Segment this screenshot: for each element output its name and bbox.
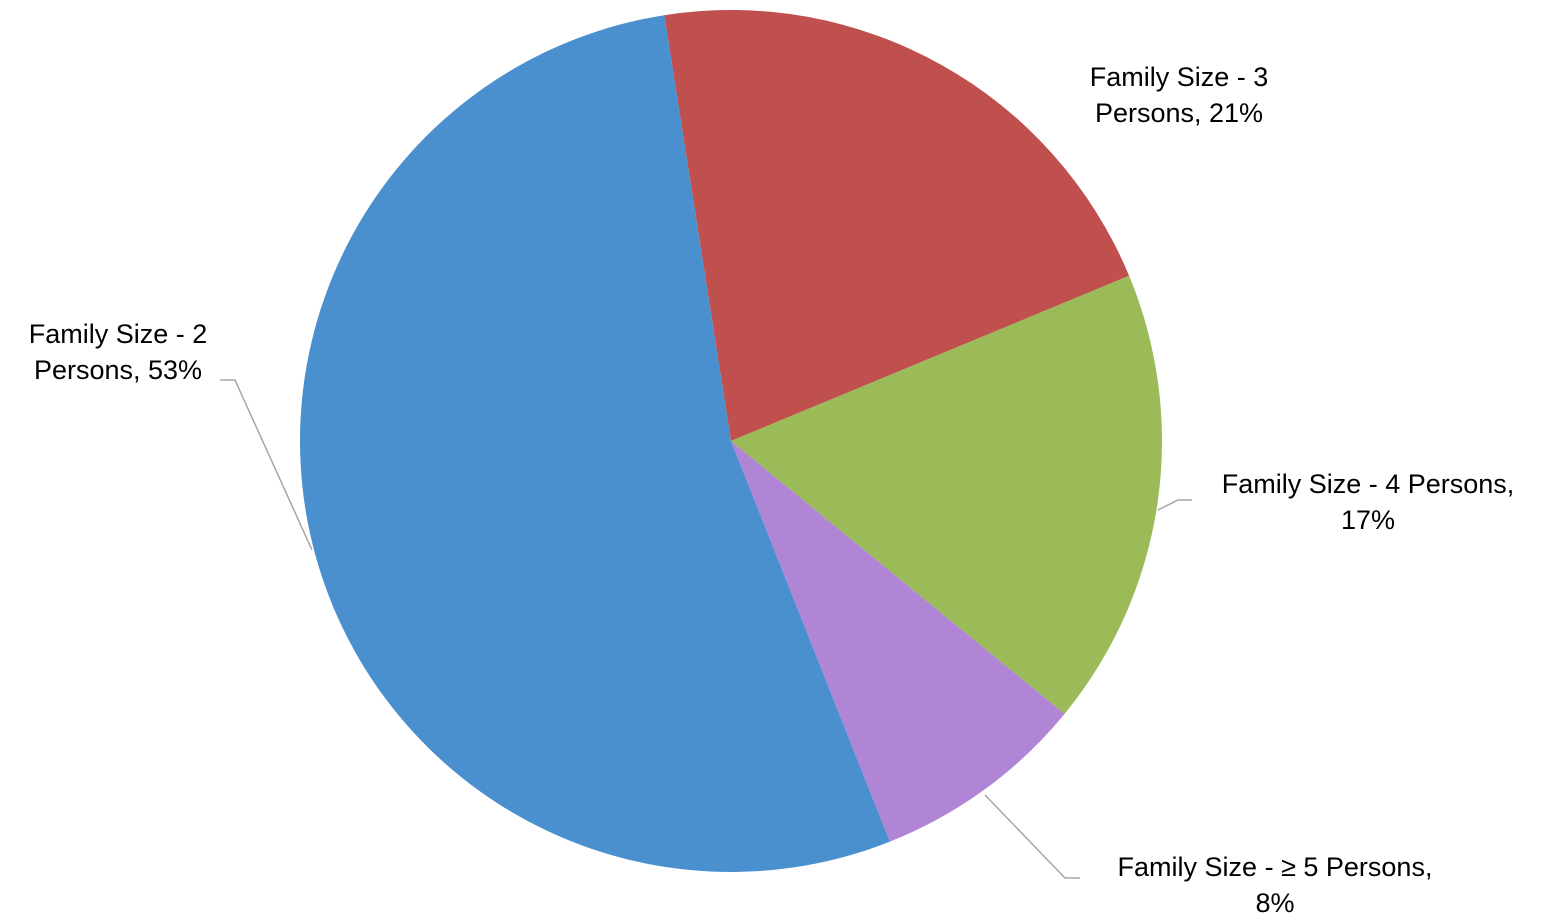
data-label-2: Family Size - 4 Persons, 17%: [1222, 469, 1515, 535]
data-label-line: Persons, 21%: [1095, 98, 1263, 128]
data-label-line: 17%: [1341, 505, 1395, 535]
leader-lines-layer: [220, 379, 1192, 879]
data-label-line: 8%: [1255, 888, 1294, 918]
slices-layer: [300, 10, 1163, 873]
data-label-1: Family Size - 3 Persons, 21%: [1090, 62, 1269, 128]
data-label-line: Family Size - 3: [1090, 62, 1269, 92]
data-label-3: Family Size - ≥ 5 Persons, 8%: [1118, 852, 1433, 918]
leader-line-4: [220, 379, 313, 551]
labels-layer: Family Size - 3 Persons, 21%Family Size -…: [29, 62, 1515, 918]
data-label-line: Family Size - ≥ 5 Persons,: [1118, 852, 1433, 882]
pie-slice-family-size-3-persons: [664, 10, 1130, 442]
leader-line-2: [1157, 499, 1192, 511]
data-label-4: Family Size - 2 Persons, 53%: [29, 319, 208, 385]
pie-slice-family-size-2-persons: [300, 15, 890, 873]
pie-slice-family-size-5-persons: [731, 441, 1065, 842]
pie-slice-family-size-4-persons: [731, 275, 1163, 714]
data-label-line: Family Size - 2: [29, 319, 208, 349]
leader-line-3: [984, 794, 1080, 879]
data-label-line: Persons, 53%: [34, 355, 202, 385]
data-label-line: Family Size - 4 Persons,: [1222, 469, 1515, 499]
